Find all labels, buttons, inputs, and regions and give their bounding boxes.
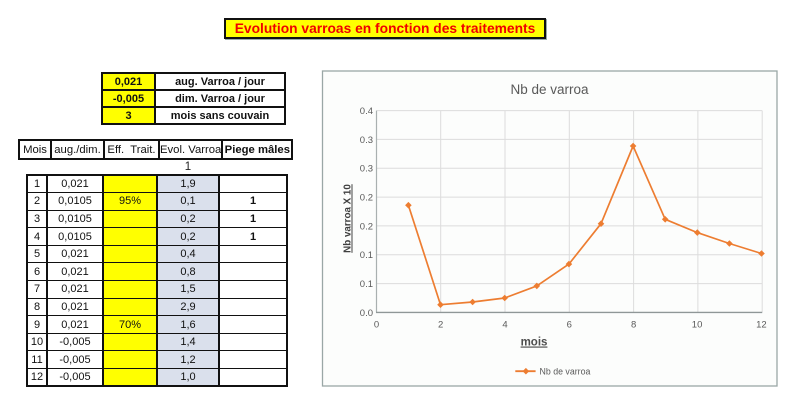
- svg-text:0.3: 0.3: [360, 135, 373, 146]
- svg-text:2: 2: [438, 320, 443, 331]
- svg-text:mois: mois: [521, 337, 548, 349]
- svg-text:0.0: 0.0: [360, 308, 373, 319]
- svg-text:Nb de varroa: Nb de varroa: [540, 366, 591, 376]
- svg-text:6: 6: [567, 320, 572, 331]
- svg-text:0: 0: [374, 320, 379, 331]
- svg-text:0.1: 0.1: [360, 279, 373, 290]
- svg-text:10: 10: [692, 320, 703, 331]
- svg-text:8: 8: [631, 320, 636, 331]
- svg-text:Nb varroa X 10: Nb varroa X 10: [343, 184, 354, 253]
- svg-text:0.2: 0.2: [360, 221, 373, 232]
- svg-text:0.1: 0.1: [360, 250, 373, 261]
- svg-text:12: 12: [756, 320, 767, 331]
- svg-text:0.4: 0.4: [360, 106, 373, 117]
- svg-text:0.2: 0.2: [360, 193, 373, 204]
- svg-text:0.3: 0.3: [360, 164, 373, 175]
- svg-text:Nb de varroa: Nb de varroa: [510, 82, 589, 97]
- svg-text:4: 4: [502, 320, 507, 331]
